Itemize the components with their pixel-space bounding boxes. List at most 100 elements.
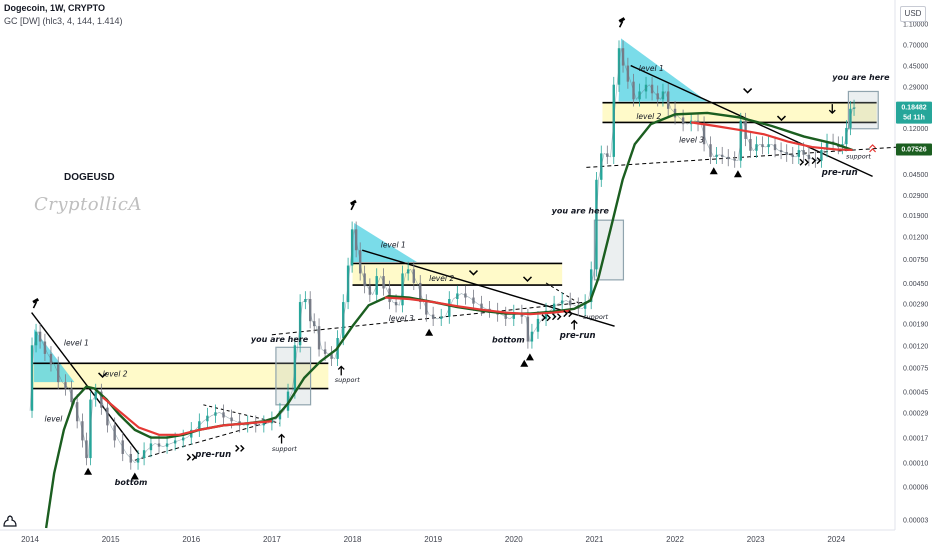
chart-title: Dogecoin, 1W, CRYPTO [4, 3, 106, 13]
annotation-label: level 2 [636, 112, 661, 121]
arrow-up-icon [337, 365, 345, 376]
annotation-label: you are here [251, 335, 309, 344]
bottom-marker-icon [130, 472, 139, 480]
tradingview-logo-icon[interactable] [2, 512, 18, 528]
annotation-label: support [846, 152, 871, 160]
y-tick-label: 0.00006 [903, 485, 928, 492]
annotation-label: level 3 [679, 136, 704, 145]
level1-zone-2021 [618, 38, 708, 102]
x-tick-label: 2016 [182, 535, 200, 544]
annotation-label: pre-run [194, 450, 231, 460]
ma-red-line [101, 396, 272, 436]
x-tick-label: 2021 [586, 535, 604, 544]
x-tick-label: 2023 [747, 535, 765, 544]
x-tick-label: 2024 [827, 535, 845, 544]
chevron-down-icon [468, 270, 478, 276]
x-tick-label: 2017 [263, 535, 281, 544]
y-tick-label: 0.00029 [903, 410, 928, 417]
currency-button[interactable]: USD [900, 6, 926, 22]
double-chevron-icon [235, 444, 240, 452]
pre-run-line [203, 404, 281, 424]
downtrend-line [31, 312, 140, 455]
indicator-value-badge-text: 0.07526 [901, 147, 926, 154]
y-tick-label: 0.01900 [903, 213, 928, 220]
price-axis[interactable] [895, 0, 932, 550]
y-tick-label: 0.00075 [903, 365, 928, 372]
indicator-label[interactable]: GC [DW] (hlc3, 4, 144, 1.414) [4, 16, 123, 26]
chevron-down-icon [776, 115, 787, 122]
x-tick-label: 2019 [424, 535, 442, 544]
support-line [586, 144, 926, 168]
current-price-badge [896, 101, 932, 124]
y-tick-label: 0.29000 [903, 84, 928, 91]
y-tick-label: 0.45000 [903, 64, 928, 71]
red-chevron-up-icon [869, 144, 877, 149]
double-chevron-icon [546, 314, 551, 322]
you-are-here-box [847, 90, 879, 130]
annotation-label: level 3 [389, 314, 414, 323]
annotation-label: level 2 [429, 274, 454, 283]
annotation-label: level [45, 414, 64, 423]
double-chevron-icon [568, 310, 573, 318]
double-chevron-icon [563, 310, 568, 318]
double-chevron-icon [240, 444, 245, 452]
annotation-label: bottom [115, 478, 148, 487]
watermark-logo: CryptollicA [34, 194, 142, 215]
pre-run-line [545, 282, 583, 306]
chevron-down-icon [743, 88, 753, 94]
annotation-label: you are here [552, 207, 610, 216]
double-chevron-icon [541, 314, 546, 322]
bottom-marker-icon [520, 359, 529, 367]
y-tick-label: 0.00120 [903, 343, 928, 350]
double-chevron-icon [804, 158, 810, 166]
y-tick-label: 0.00010 [903, 461, 928, 468]
annotation-label: pre-run [559, 331, 596, 341]
bottom-marker-icon [84, 467, 93, 475]
arrow-up-icon [570, 319, 578, 330]
annotation-label: level 1 [64, 338, 89, 347]
y-tick-label: 0.00017 [903, 436, 928, 443]
support-line [271, 301, 587, 336]
bottom-marker-icon [733, 170, 742, 178]
hammer-icon [618, 17, 626, 28]
annotation-label: level 1 [639, 64, 664, 73]
annotation-label: level 1 [381, 241, 406, 250]
annotation-label: level 2 [103, 369, 128, 378]
double-chevron-icon [551, 313, 557, 321]
gc-indicator-curve [44, 111, 853, 529]
bottom-marker-icon [425, 328, 434, 336]
bottom-marker-icon [525, 353, 534, 361]
chevron-down-icon [98, 372, 108, 379]
double-chevron-icon [799, 158, 805, 166]
annotation-label: bottom [492, 336, 525, 345]
annotation-label: pre-run [821, 168, 858, 178]
bottom-marker-icon [709, 167, 718, 175]
y-tick-label: 0.00750 [903, 257, 928, 264]
indicator-value-badge [896, 143, 932, 156]
symbol-label: DOGEUSD [64, 172, 115, 183]
level2-zone-2021 [602, 102, 877, 123]
current-price-badge-text: 5d 11h [903, 115, 925, 122]
arrow-up-icon [278, 433, 286, 444]
double-chevron-icon [556, 313, 562, 321]
hammer-icon [350, 199, 357, 211]
you-are-here-box [593, 219, 625, 281]
level2-zone-2018 [352, 263, 563, 286]
y-tick-label: 1.10000 [903, 21, 928, 28]
price-series-line [29, 48, 856, 463]
double-chevron-icon [811, 157, 817, 165]
double-chevron-icon [816, 157, 822, 165]
y-tick-label: 0.02900 [903, 193, 928, 200]
double-chevron-icon [186, 453, 192, 461]
double-chevron-icon [191, 453, 197, 461]
current-price-badge-text: 0.18482 [901, 105, 926, 112]
x-tick-label: 2018 [344, 535, 362, 544]
x-tick-label: 2022 [666, 535, 684, 544]
chevron-down-icon [522, 276, 533, 282]
y-tick-label: 0.00290 [903, 302, 928, 309]
y-tick-label: 0.01200 [903, 235, 928, 242]
x-tick-label: 2015 [102, 535, 120, 544]
ma-red-line [384, 296, 571, 316]
